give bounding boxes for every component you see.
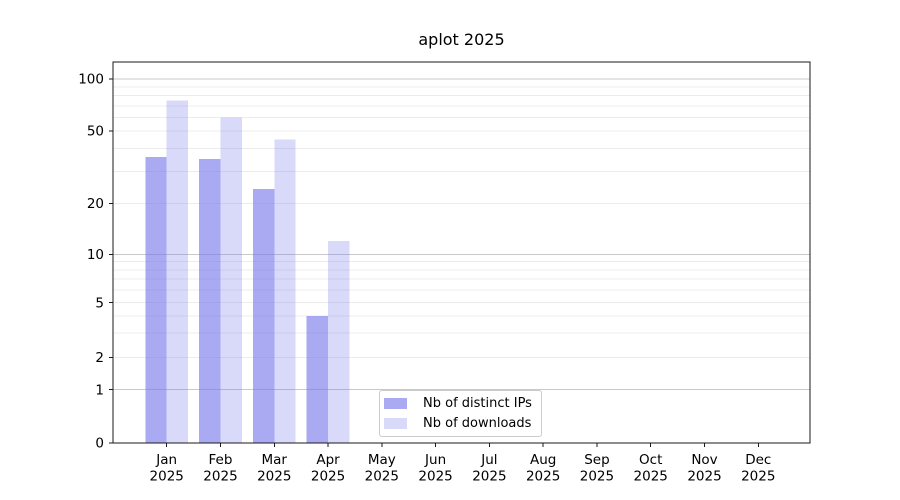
plot-border: [112, 61, 811, 444]
y-tick-label: 20: [87, 196, 104, 212]
x-tick-label-year: 2025: [741, 469, 775, 485]
legend-item-downloads: Nb of downloads: [384, 416, 535, 431]
bar-downloads: [166, 100, 189, 444]
bar-distinct-ips: [145, 156, 167, 443]
x-tick-label-year: 2025: [311, 469, 345, 485]
bar-downloads: [220, 117, 242, 444]
x-tick-label-month: May: [368, 452, 396, 468]
x-tick-label-month: Oct: [639, 452, 662, 468]
x-tick-label-month: Sep: [584, 452, 609, 468]
x-tick-label-year: 2025: [472, 469, 506, 485]
x-tick-label-year: 2025: [418, 469, 452, 485]
x-tick-label-month: Jan: [155, 452, 177, 468]
y-tick-label: 5: [95, 295, 104, 311]
y-tick-label: 100: [78, 72, 104, 88]
bar-distinct-ips: [306, 315, 329, 443]
bar-downloads: [274, 139, 296, 443]
bar-downloads: [328, 240, 350, 443]
x-tick-label-year: 2025: [150, 469, 184, 485]
x-tick-label-year: 2025: [687, 469, 721, 485]
legend-swatch-downloads-icon: [384, 418, 407, 429]
x-tick-label-month: Dec: [745, 452, 771, 468]
bar-distinct-ips: [252, 188, 275, 443]
y-tick-label: 1: [95, 382, 104, 398]
y-tick-label: 50: [87, 124, 104, 140]
x-tick-label-month: Aug: [530, 452, 556, 468]
chart-title: aplot 2025: [418, 30, 505, 49]
legend-item-distinct-ips: Nb of distinct IPs: [384, 396, 535, 411]
x-tick-label-year: 2025: [257, 469, 291, 485]
x-tick-label-year: 2025: [203, 469, 237, 485]
x-tick-label-month: Mar: [262, 452, 288, 468]
x-tick-label-year: 2025: [580, 469, 614, 485]
x-tick-label-year: 2025: [365, 469, 399, 485]
y-tick-label: 0: [95, 436, 104, 452]
legend: Nb of distinct IPs Nb of downloads: [379, 390, 542, 437]
x-tick-label-year: 2025: [526, 469, 560, 485]
x-tick-label-month: Apr: [316, 452, 340, 468]
legend-label-downloads: Nb of downloads: [423, 416, 532, 431]
x-tick-label-month: Jun: [424, 452, 446, 468]
x-tick-label-month: Feb: [209, 452, 233, 468]
y-tick-label: 2: [95, 350, 104, 366]
legend-label-distinct-ips: Nb of distinct IPs: [423, 396, 532, 411]
x-tick-label-month: Nov: [691, 452, 717, 468]
y-tick-label: 10: [87, 247, 104, 263]
x-tick-label-year: 2025: [634, 469, 668, 485]
x-tick-label-month: Jul: [480, 452, 497, 468]
bar-distinct-ips: [199, 159, 221, 443]
legend-swatch-distinct-ips-icon: [384, 398, 407, 409]
